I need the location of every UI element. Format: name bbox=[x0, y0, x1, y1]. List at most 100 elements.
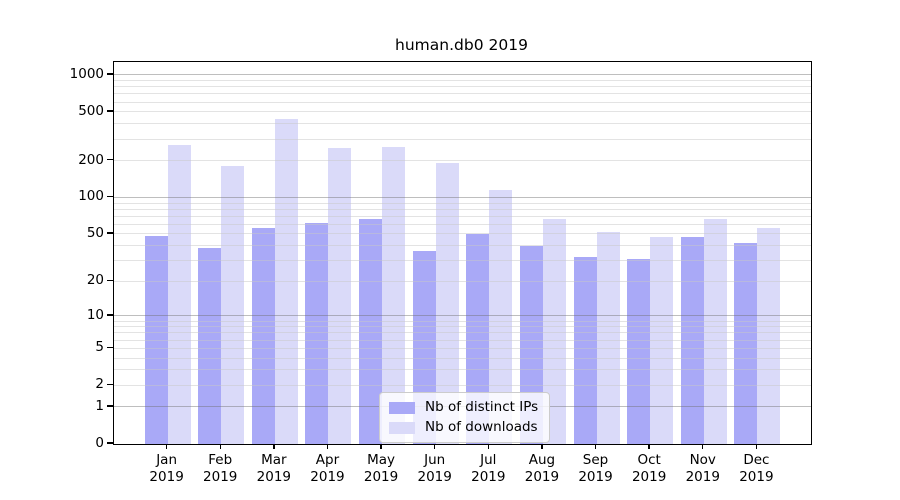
legend: Nb of distinct IPs Nb of downloads bbox=[379, 392, 551, 443]
x-tick-year: 2019 bbox=[685, 469, 720, 485]
bar-distinct-ips-jan bbox=[144, 236, 168, 444]
y-axis: 0 1 2 5 10 20 50 100 200 500 1000 bbox=[0, 61, 113, 451]
x-tick-mark-apr bbox=[326, 444, 329, 449]
x-tick-mark-mar bbox=[273, 444, 275, 449]
x-axis: Jan 2019 Feb 2019 Mar 2019 Apr 2019 May 2019 Jun 20… bbox=[113, 443, 810, 500]
x-tick-month: Oct bbox=[637, 452, 661, 468]
x-tick-label-mar: Mar 2019 bbox=[242, 452, 306, 486]
bar-distinct-ips-jul bbox=[466, 233, 490, 444]
x-tick-month: Jun bbox=[424, 452, 446, 468]
y-tick-label-2: 2 bbox=[95, 376, 104, 393]
y-tick-mark-200 bbox=[107, 159, 113, 161]
x-tick-label-jun: Jun 2019 bbox=[403, 452, 467, 486]
y-tick-label-20: 20 bbox=[86, 272, 104, 289]
bar-distinct-ips-may bbox=[359, 218, 383, 444]
x-tick-year: 2019 bbox=[203, 469, 238, 485]
bar-downloads-sep bbox=[596, 231, 620, 444]
y-tick-label-50: 50 bbox=[86, 224, 104, 241]
x-tick-mark-nov bbox=[702, 444, 704, 449]
y-tick-mark-1 bbox=[107, 405, 113, 407]
bar-distinct-ips-oct bbox=[627, 258, 651, 444]
bar-distinct-ips-dec bbox=[734, 243, 758, 444]
bar-distinct-ips-feb bbox=[198, 248, 222, 444]
y-tick-mark-50 bbox=[107, 232, 113, 234]
x-tick-year: 2019 bbox=[471, 469, 506, 485]
x-tick-mark-aug bbox=[541, 444, 543, 449]
x-tick-month: Mar bbox=[261, 452, 287, 468]
x-tick-mark-oct bbox=[648, 444, 650, 449]
x-tick-month: Feb bbox=[208, 452, 233, 468]
y-tick-mark-1000 bbox=[107, 73, 113, 75]
bar-downloads-nov bbox=[703, 219, 727, 444]
bar-downloads-feb bbox=[221, 165, 245, 444]
legend-label-downloads: Nb of downloads bbox=[425, 419, 538, 435]
bar-downloads-jul bbox=[489, 190, 513, 444]
x-tick-year: 2019 bbox=[149, 469, 184, 485]
y-tick-mark-100 bbox=[107, 195, 113, 198]
bar-downloads-jun bbox=[435, 162, 459, 444]
plot-area: Nb of distinct IPs Nb of downloads bbox=[113, 61, 812, 445]
x-tick-year: 2019 bbox=[310, 469, 345, 485]
x-tick-label-sep: Sep 2019 bbox=[564, 452, 628, 486]
y-tick-label-200: 200 bbox=[78, 151, 104, 168]
x-tick-label-jan: Jan 2019 bbox=[135, 452, 199, 486]
legend-item-downloads: Nb of downloads bbox=[389, 420, 538, 435]
legend-swatch-distinct-ips bbox=[389, 401, 415, 414]
y-tick-mark-20 bbox=[107, 279, 113, 282]
x-tick-month: Jul bbox=[480, 452, 497, 468]
y-tick-mark-500 bbox=[107, 110, 113, 112]
chart-title: human.db0 2019 bbox=[395, 36, 528, 54]
x-tick-year: 2019 bbox=[256, 469, 292, 485]
x-tick-year: 2019 bbox=[363, 469, 399, 485]
x-tick-mark-may bbox=[380, 444, 382, 449]
x-tick-month: Apr bbox=[315, 452, 340, 468]
x-tick-year: 2019 bbox=[578, 469, 613, 485]
y-tick-label-500: 500 bbox=[78, 102, 104, 119]
x-tick-label-dec: Dec 2019 bbox=[724, 452, 788, 486]
bars-layer bbox=[114, 62, 811, 444]
x-tick-label-oct: Oct 2019 bbox=[617, 452, 681, 486]
legend-item-distinct-ips: Nb of distinct IPs bbox=[389, 400, 538, 415]
y-tick-label-0: 0 bbox=[95, 435, 104, 451]
x-tick-year: 2019 bbox=[739, 469, 774, 485]
y-tick-mark-10 bbox=[107, 314, 113, 316]
bar-downloads-mar bbox=[274, 118, 298, 444]
x-tick-month: Aug bbox=[528, 452, 556, 468]
y-tick-mark-0 bbox=[107, 442, 113, 444]
y-tick-mark-5 bbox=[107, 346, 113, 348]
legend-label-distinct-ips: Nb of distinct IPs bbox=[425, 399, 539, 415]
bar-downloads-apr bbox=[328, 148, 352, 444]
bar-distinct-ips-mar bbox=[251, 228, 275, 444]
bar-downloads-oct bbox=[650, 237, 674, 444]
y-tick-label-1: 1 bbox=[95, 397, 104, 414]
x-tick-label-may: May 2019 bbox=[349, 452, 413, 486]
x-tick-year: 2019 bbox=[524, 469, 560, 485]
x-tick-month: Sep bbox=[582, 452, 609, 468]
x-tick-mark-jun bbox=[433, 444, 436, 449]
x-tick-label-jul: Jul 2019 bbox=[456, 452, 520, 486]
legend-swatch-downloads bbox=[389, 421, 415, 434]
x-tick-month: Jan bbox=[156, 452, 178, 468]
y-tick-label-10: 10 bbox=[86, 306, 104, 323]
bar-downloads-aug bbox=[542, 218, 566, 444]
x-tick-mark-dec bbox=[755, 444, 758, 449]
bar-distinct-ips-nov bbox=[680, 237, 704, 444]
y-tick-label-1000: 1000 bbox=[69, 65, 104, 82]
x-tick-year: 2019 bbox=[417, 469, 452, 485]
y-tick-label-100: 100 bbox=[78, 188, 104, 205]
y-tick-label-5: 5 bbox=[95, 339, 104, 356]
x-tick-mark-jan bbox=[165, 444, 168, 449]
x-tick-label-apr: Apr 2019 bbox=[295, 452, 359, 486]
bar-distinct-ips-apr bbox=[305, 222, 329, 444]
x-tick-month: Dec bbox=[743, 452, 770, 468]
y-tick-mark-2 bbox=[107, 383, 113, 385]
x-tick-label-feb: Feb 2019 bbox=[188, 452, 252, 486]
x-tick-year: 2019 bbox=[631, 469, 667, 485]
bar-distinct-ips-sep bbox=[573, 257, 597, 444]
x-tick-mark-sep bbox=[594, 444, 597, 449]
x-tick-month: Nov bbox=[689, 452, 716, 468]
x-tick-mark-jul bbox=[487, 444, 489, 449]
x-tick-label-nov: Nov 2019 bbox=[671, 452, 735, 486]
x-tick-label-aug: Aug 2019 bbox=[510, 452, 574, 486]
